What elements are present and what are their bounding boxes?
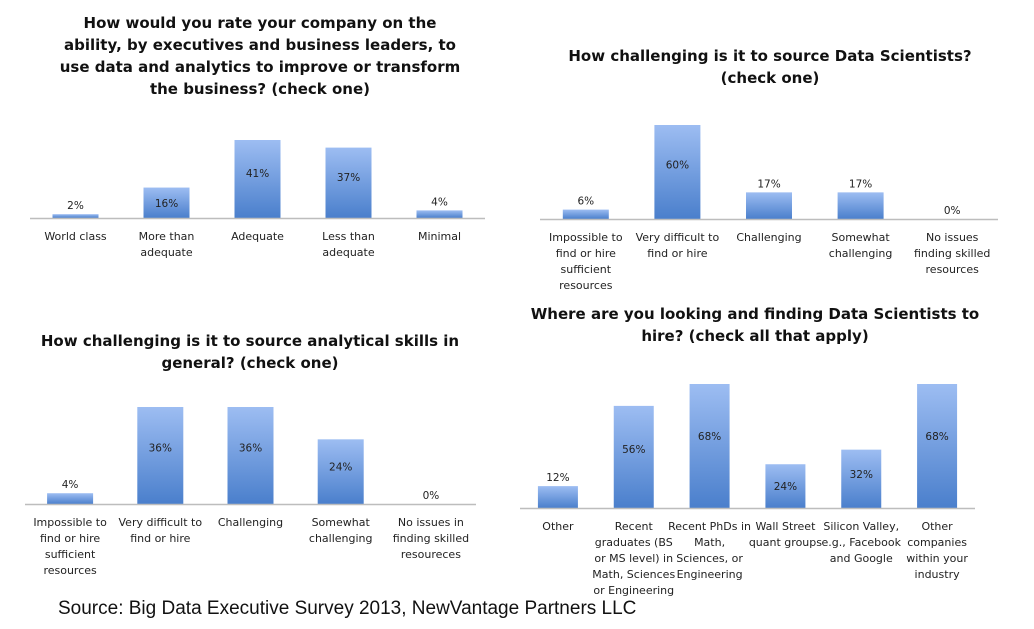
category-label: Very difficult to find or hire — [119, 516, 203, 545]
category-label: Very difficult to find or hire — [636, 231, 720, 260]
category-label: Somewhat challenging — [829, 231, 893, 260]
category-label: Other — [542, 520, 574, 533]
chart-title: How challenging is it to source Data Sci… — [568, 47, 972, 87]
data-label: 37% — [337, 172, 360, 184]
category-label: Wall Street quant groups — [749, 520, 822, 549]
category-label: Adequate — [231, 230, 284, 243]
data-label: 12% — [546, 472, 569, 484]
data-label: 56% — [622, 444, 645, 456]
data-label: 68% — [925, 431, 948, 443]
category-label: Impossible to find or hire sufficient resou… — [549, 231, 623, 292]
bar — [325, 147, 372, 218]
data-label: 4% — [62, 479, 79, 491]
bar — [654, 125, 701, 219]
bar — [143, 187, 190, 218]
category-label: Impossible to find or hire sufficient resou… — [33, 516, 107, 577]
category-label: Somewhat challenging — [309, 516, 373, 545]
data-label: 0% — [944, 205, 961, 217]
chart-plot: 2% World class 16% More than adequate 41% Adeq… — [30, 140, 485, 259]
chart-data-scientists-hiring-sources: Where are you looking and finding Data S… — [520, 300, 1034, 600]
bar — [227, 407, 274, 504]
bar — [765, 464, 806, 508]
bar — [416, 210, 463, 218]
source-caption: Source: Big Data Executive Survey 2013, … — [58, 598, 637, 619]
bar — [234, 140, 281, 218]
chart-analytical-skills-sourcing: How challenging is it to source analytic… — [0, 300, 520, 590]
bar — [47, 493, 94, 504]
category-label: No issues finding skilled resources — [914, 231, 990, 276]
data-label: 0% — [423, 490, 440, 502]
category-label: Recent PhDs in Math, Sciences, or Engineeri… — [668, 520, 751, 581]
category-label: Challenging — [218, 516, 283, 529]
data-label: 17% — [757, 178, 780, 190]
bar — [841, 449, 882, 508]
bar — [562, 209, 609, 219]
category-label: No issues in finding skilled resoureces — [393, 516, 469, 561]
data-label: 32% — [850, 469, 873, 481]
category-label: More than adequate — [139, 230, 195, 259]
data-label: 36% — [149, 443, 172, 455]
bar — [137, 407, 184, 504]
bar — [317, 439, 364, 504]
chart-title: How would you rate your company on the a… — [59, 14, 461, 98]
chart-plot: 12% Other 56% Recent graduates (BS or MS leve… — [520, 384, 975, 597]
bar — [746, 192, 792, 219]
category-label: Recent graduates (BS or MS level) in Math, … — [592, 520, 675, 597]
category-label: Challenging — [736, 231, 801, 244]
bar — [837, 192, 884, 219]
data-label: 68% — [698, 431, 721, 443]
data-label: 24% — [329, 461, 352, 473]
bar — [613, 405, 654, 508]
category-label: Silicon Valley, e.g., Facebook and Google — [822, 520, 902, 565]
category-label: Minimal — [418, 230, 461, 243]
data-label: 17% — [849, 178, 872, 190]
bar — [52, 214, 99, 218]
data-label: 6% — [577, 196, 594, 208]
data-label: 2% — [67, 200, 84, 212]
chart-title: How challenging is it to source analytic… — [40, 332, 460, 372]
category-label: Other companies within your industry — [906, 520, 968, 581]
chart-title: Where are you looking and finding Data S… — [530, 305, 980, 345]
chart-company-rating: How would you rate your company on the a… — [0, 0, 520, 290]
data-label: 36% — [239, 443, 262, 455]
category-label: World class — [44, 230, 107, 243]
chart-plot: 6% Impossible to find or hire sufficient res… — [540, 125, 998, 292]
bar — [917, 384, 958, 508]
data-label: 60% — [666, 159, 689, 171]
category-label: Less than adequate — [322, 230, 375, 259]
data-label: 24% — [774, 481, 797, 493]
bar — [537, 486, 578, 508]
bar — [689, 384, 730, 508]
chart-data-scientists-sourcing: How challenging is it to source Data Sci… — [520, 0, 1034, 300]
chart-plot: 4% Impossible to find or hire sufficient res… — [25, 407, 476, 577]
data-label: 41% — [246, 168, 269, 180]
data-label: 4% — [431, 196, 448, 208]
data-label: 16% — [155, 198, 178, 210]
